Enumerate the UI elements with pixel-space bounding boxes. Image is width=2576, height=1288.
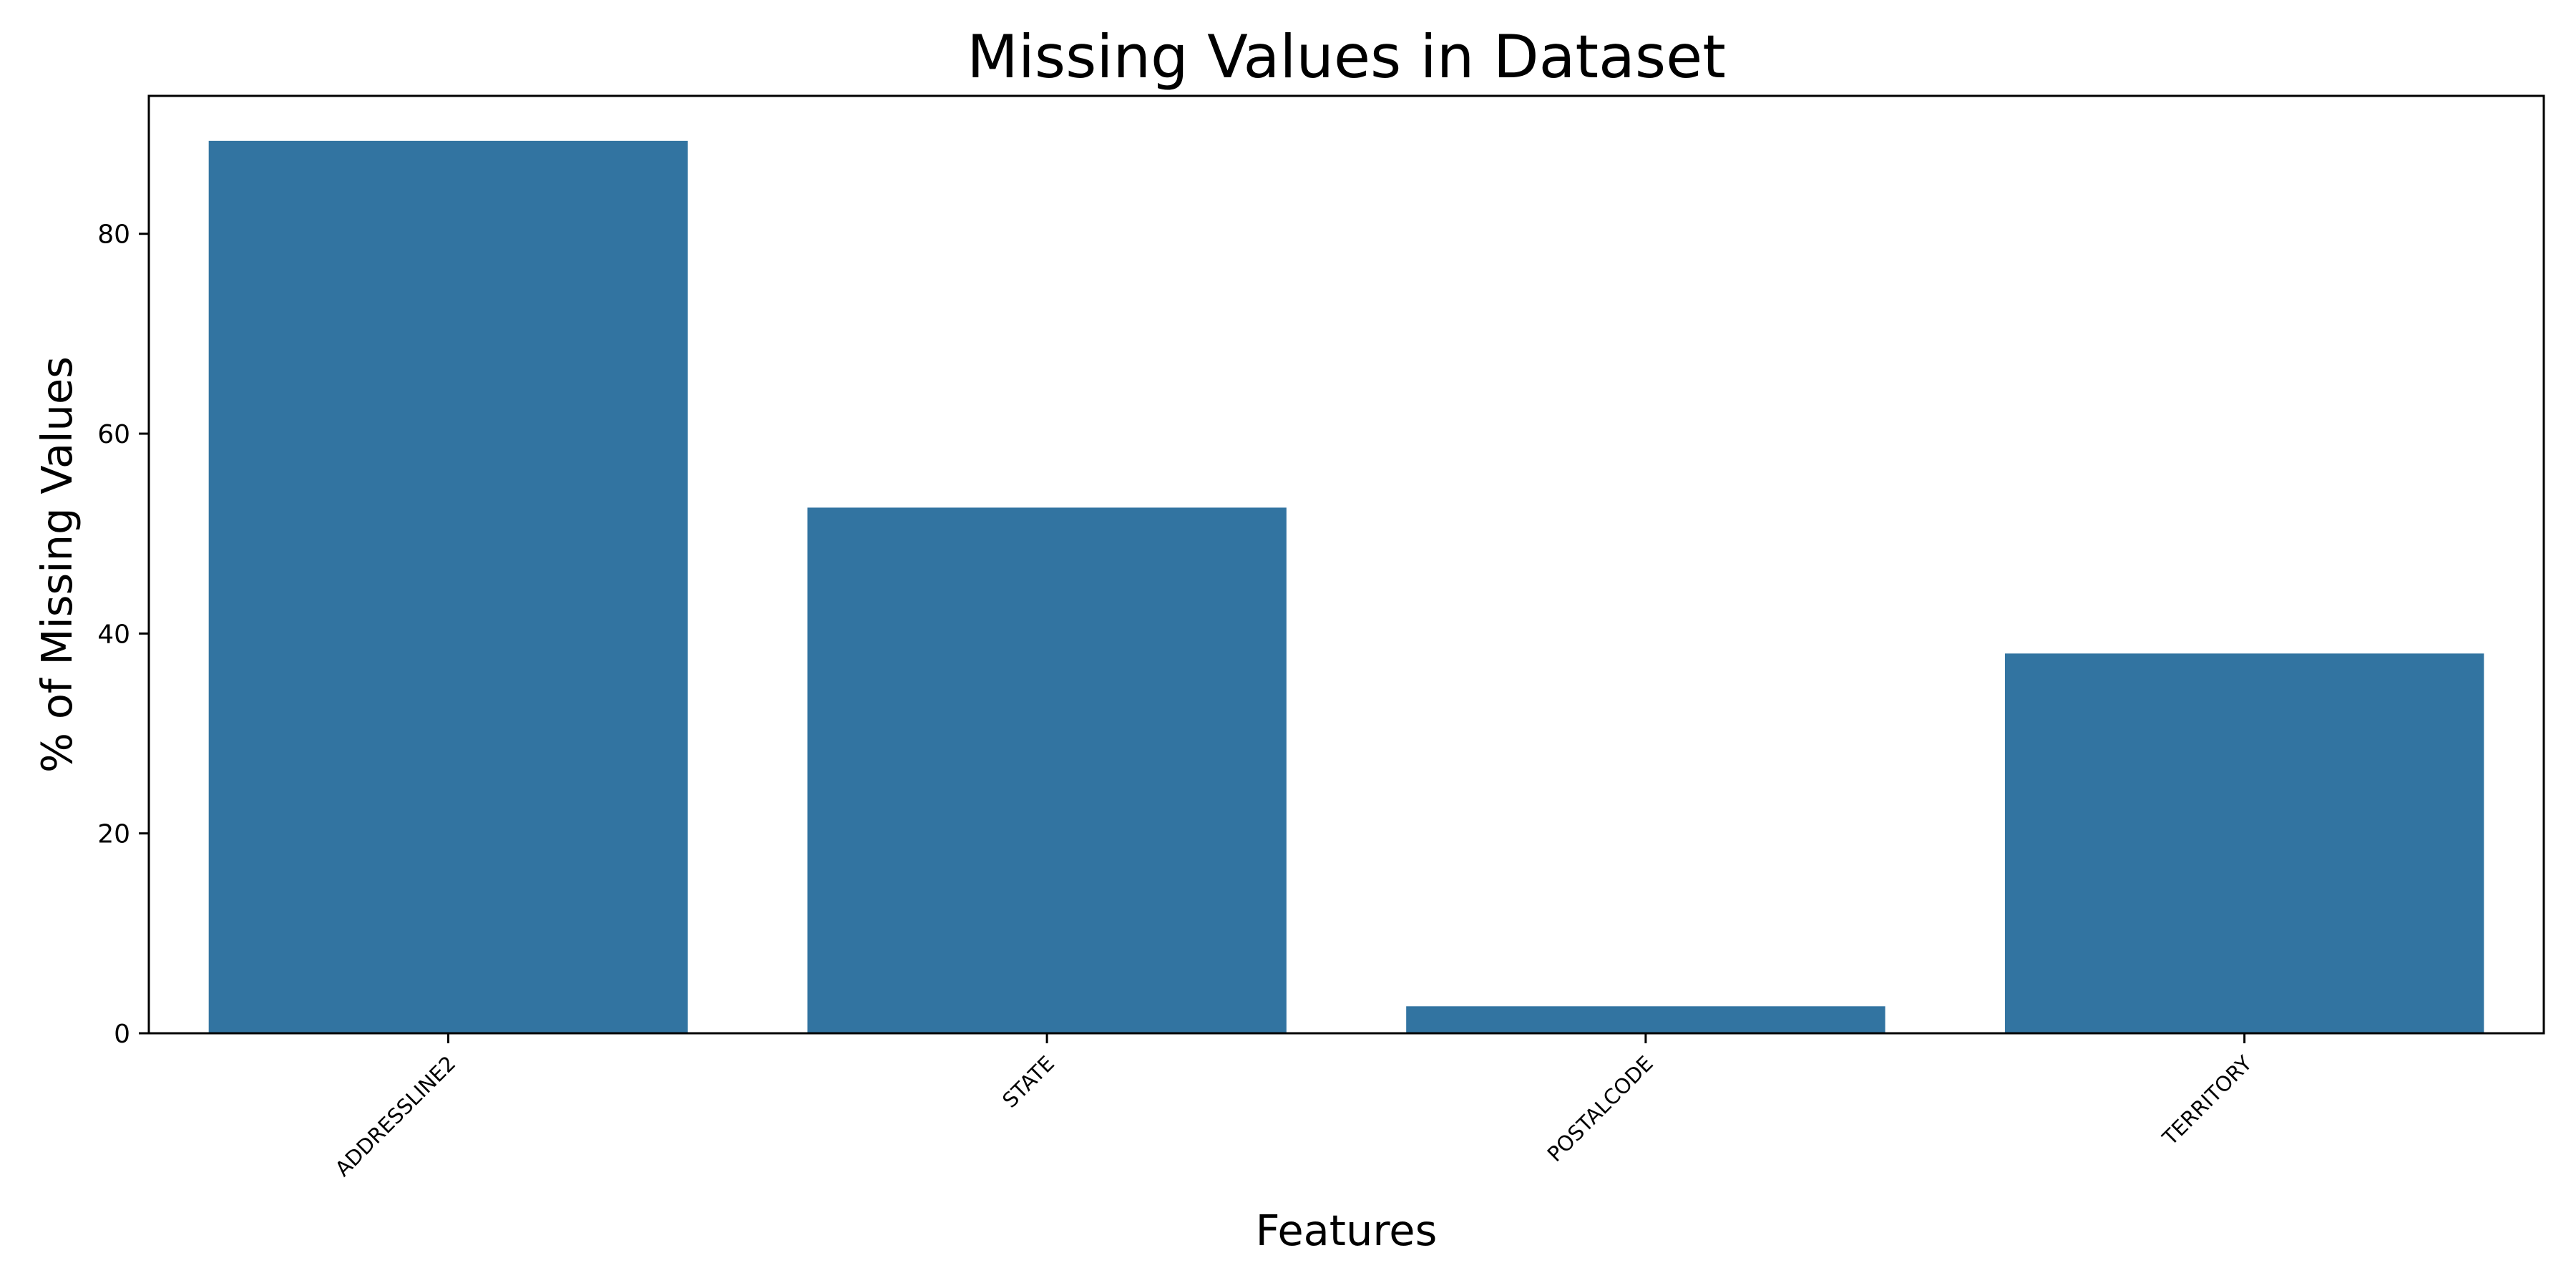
bars (208, 140, 2484, 1034)
x-tick-label: STATE (997, 1051, 1059, 1113)
bar-postalcode (1406, 1006, 1885, 1033)
x-axis-label: Features (1256, 1206, 1438, 1255)
y-tick-label: 60 (97, 420, 130, 449)
bar-territory (2004, 653, 2484, 1033)
x-tick-label: TERRITORY (2157, 1051, 2257, 1151)
axes-border (147, 94, 2545, 1035)
y-tick-label: 0 (114, 1020, 130, 1049)
x-tick-label: POSTALCODE (1543, 1051, 1658, 1166)
y-axis: 0 20 40 60 80 (97, 220, 149, 1049)
chart-title: Missing Values in Dataset (967, 22, 1726, 92)
y-tick-label: 80 (97, 220, 130, 250)
y-axis-label: % of Missing Values (32, 356, 82, 773)
y-tick-label: 20 (97, 820, 130, 849)
x-axis: ADDRESSLINE2 STATE POSTALCODE TERRITORY (331, 1033, 2257, 1181)
x-tick-label: ADDRESSLINE2 (331, 1051, 461, 1181)
bar-addressline2 (208, 140, 688, 1034)
bar-state (807, 507, 1287, 1033)
y-tick-label: 40 (97, 620, 130, 649)
axes-frame (147, 94, 2545, 1035)
